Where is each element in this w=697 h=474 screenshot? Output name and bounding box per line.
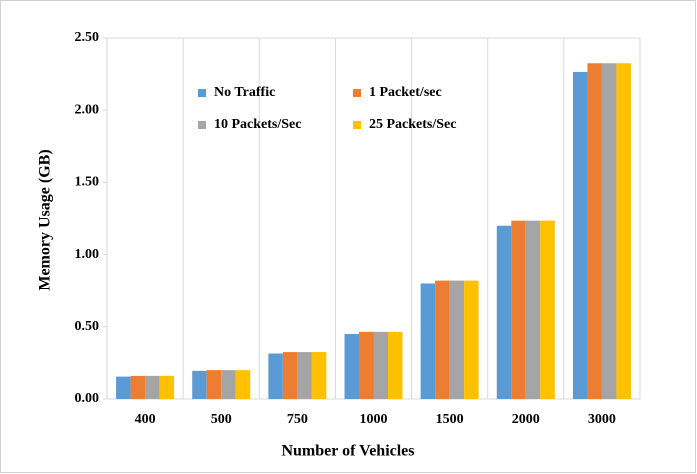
bar — [587, 63, 602, 400]
x-axis-label: Number of Vehicles — [281, 443, 414, 460]
x-tick-label: 2000 — [512, 412, 540, 427]
bar — [268, 353, 283, 399]
bar — [572, 71, 588, 400]
bar — [511, 220, 526, 399]
legend-swatch — [198, 121, 206, 129]
y-tick-label: 2.50 — [75, 30, 100, 45]
bar — [540, 220, 555, 399]
y-tick-label: 2.00 — [75, 102, 100, 117]
legend-label: 1 Packet/sec — [369, 85, 442, 100]
bar — [282, 352, 298, 399]
legend-label: No Traffic — [214, 85, 275, 100]
y-tick-label: 1.00 — [75, 247, 100, 262]
x-tick-label: 1000 — [360, 412, 388, 427]
bar — [435, 280, 450, 399]
y-tick-label: 0.50 — [75, 319, 100, 334]
y-tick-label: 1.50 — [75, 175, 100, 190]
bar — [449, 280, 465, 399]
x-tick-label: 400 — [135, 412, 156, 427]
x-tick-label: 3000 — [588, 412, 616, 427]
bar — [235, 370, 251, 399]
bar — [297, 352, 312, 399]
bar — [496, 225, 512, 399]
legend-label: 25 Packets/Sec — [369, 117, 456, 132]
bar — [616, 63, 631, 400]
y-axis-label: Memory Usage (GB) — [37, 149, 54, 290]
x-tick-label: 750 — [287, 412, 308, 427]
x-tick-label: 1500 — [436, 412, 464, 427]
bar — [311, 352, 327, 399]
bar — [601, 63, 617, 400]
bar — [344, 334, 359, 399]
bar — [145, 375, 160, 399]
legend-swatch — [198, 89, 206, 97]
bar — [206, 370, 222, 399]
bar — [159, 375, 175, 399]
legend-swatch — [353, 89, 361, 97]
y-tick-label: 0.00 — [75, 391, 100, 406]
bar — [130, 375, 146, 399]
bar — [464, 280, 479, 399]
bar — [221, 370, 236, 399]
bar — [192, 370, 207, 399]
bar — [359, 331, 374, 399]
bar — [373, 331, 388, 399]
bar — [525, 220, 541, 399]
legend-swatch — [353, 121, 361, 129]
legend-label: 10 Packets/Sec — [214, 117, 301, 132]
x-tick-label: 500 — [211, 412, 232, 427]
bar — [388, 331, 403, 399]
bar — [420, 283, 436, 399]
bar — [116, 376, 131, 399]
